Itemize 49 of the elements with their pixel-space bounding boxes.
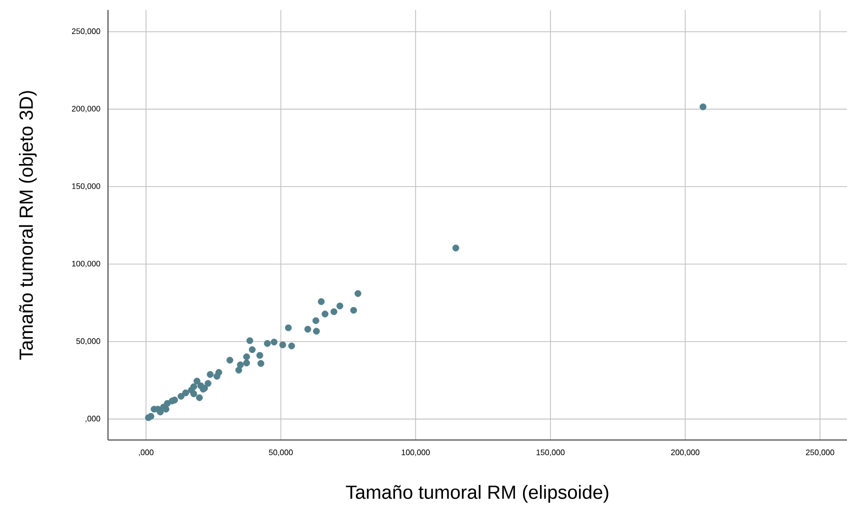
point — [178, 392, 184, 400]
point — [182, 389, 190, 396]
point — [354, 290, 362, 297]
x-tick-label: 200,000 — [671, 450, 700, 456]
point — [243, 353, 250, 360]
point — [236, 361, 244, 368]
point — [288, 342, 296, 350]
y-axis-title: Tamaño tumoral RM (objeto 3D) — [18, 91, 37, 360]
y-tick-label: 250,000 — [72, 28, 100, 35]
point — [206, 371, 214, 378]
point — [330, 308, 338, 316]
x-tick-label: 250,000 — [806, 450, 834, 456]
point — [235, 366, 242, 374]
point — [304, 326, 312, 333]
point — [257, 360, 264, 367]
x-tick-label: 50,000 — [268, 450, 293, 456]
y-tick-label: ,000 — [86, 416, 100, 422]
point — [226, 356, 234, 364]
x-tick-label: 100,000 — [402, 450, 430, 456]
point — [246, 337, 254, 344]
point — [171, 396, 178, 404]
point — [279, 341, 286, 348]
point — [313, 328, 320, 335]
x-tick-label: ,000 — [138, 450, 154, 456]
point — [270, 338, 278, 346]
x-tick-label: 150,000 — [536, 450, 565, 456]
point — [322, 310, 328, 318]
point — [194, 378, 200, 385]
point — [248, 346, 256, 354]
point — [204, 380, 212, 387]
point — [188, 386, 195, 394]
point — [336, 302, 344, 310]
point — [214, 372, 220, 380]
point — [284, 324, 292, 332]
y-tick-label: 50,000 — [76, 338, 100, 345]
point — [147, 412, 154, 420]
point — [700, 103, 706, 110]
point — [243, 360, 250, 366]
point — [452, 244, 460, 252]
point — [318, 298, 325, 306]
point — [196, 394, 203, 402]
y-tick-label: 100,000 — [72, 260, 100, 268]
y-tick-label: 150,000 — [72, 183, 100, 190]
point — [264, 340, 271, 347]
y-tick-label: 200,000 — [72, 106, 100, 112]
point — [256, 352, 264, 359]
point — [312, 317, 320, 324]
point — [350, 306, 358, 314]
x-axis-title: Tamaño tumoral RM (elipsoide) — [346, 484, 608, 503]
